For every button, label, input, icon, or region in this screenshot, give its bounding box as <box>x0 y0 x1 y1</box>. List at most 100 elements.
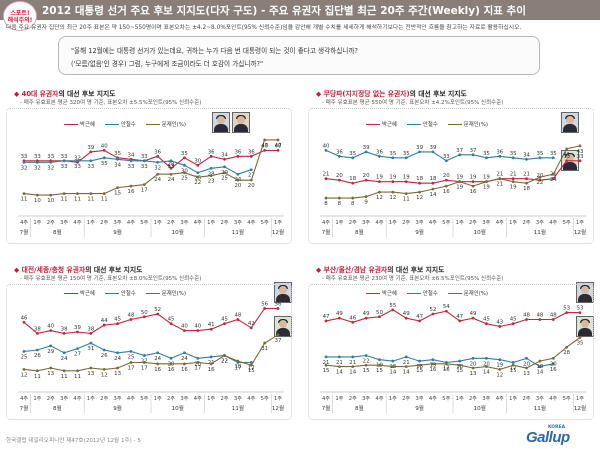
chart-legend: 박근혜 안철수 문재인(%) <box>64 120 196 128</box>
data-label-park: 45 <box>483 317 490 323</box>
x-tick-label: 3주 <box>60 219 68 226</box>
data-label-moon: 14 <box>483 370 490 376</box>
data-point-ahn <box>431 150 435 154</box>
data-point-ahn <box>551 156 555 160</box>
data-point-park <box>551 318 555 321</box>
data-label-moon: 8 <box>351 201 355 207</box>
x-tick-label: 3주 <box>416 395 424 402</box>
data-label-ahn: 32 <box>21 165 28 171</box>
data-label-ahn: 26 <box>34 353 41 359</box>
data-label-park: 38 <box>34 326 41 332</box>
data-label-moon: 22 <box>221 359 228 365</box>
data-point-park <box>89 150 93 154</box>
data-point-moon <box>498 177 502 181</box>
data-point-park <box>223 322 226 326</box>
series-line-ahn <box>326 354 554 368</box>
data-point-park <box>378 315 381 319</box>
data-point-ahn <box>324 148 328 152</box>
data-label-moon: 11 <box>61 197 68 203</box>
data-point-park <box>511 177 515 181</box>
data-point-ahn <box>249 168 253 172</box>
data-point-park <box>129 318 133 321</box>
legend-swatch <box>64 124 78 125</box>
data-label-park: 40 <box>47 324 54 330</box>
data-point-park <box>538 318 542 321</box>
data-label-moon: 24 <box>168 177 175 183</box>
data-point-park <box>471 316 475 320</box>
x-tick-label: 2주 <box>100 395 108 402</box>
x-month-label: 8월 <box>355 404 364 412</box>
data-label-park: 39 <box>74 325 81 331</box>
chart-subtitle: - 매주 유효표본 평균 550여 명 기준, 표본오차 ±4.2%포인트(95… <box>322 100 504 106</box>
x-tick-label: 3주 <box>536 395 544 402</box>
data-point-moon <box>116 366 119 370</box>
data-label-moon: 11 <box>61 374 68 380</box>
data-label-park: 19 <box>403 175 410 181</box>
intro-line-1: 다음 주요 유권자 집단의 최근 20주 표본은 약 150~550명이며 표본… <box>6 25 522 31</box>
candidate-photo <box>561 112 579 133</box>
data-label-ahn: 24 <box>181 356 188 362</box>
data-point-moon <box>102 367 106 371</box>
data-label-park: 33 <box>563 154 570 160</box>
chart-title: ◆ 40대 유권자의 대선 후보 지지도 <box>14 88 116 98</box>
x-tick-label: 1주 <box>456 395 464 402</box>
data-label-moon: 13 <box>114 371 121 377</box>
x-month-label: 12월 <box>574 404 586 412</box>
data-label-ahn: 33 <box>74 164 81 170</box>
data-label-moon: 14 <box>403 370 410 376</box>
x-tick-label: 1주 <box>389 219 397 226</box>
data-point-ahn <box>404 156 408 160</box>
data-point-moon <box>324 363 328 367</box>
data-point-moon <box>169 362 173 366</box>
data-label-park: 49 <box>363 311 370 317</box>
x-month-label: 8월 <box>53 228 62 236</box>
data-label-ahn: 36 <box>336 149 343 155</box>
chart-panel-4: ◆ 부산/울산/경남 유권자의 대선 후보 지지도 - 매주 유효표본 평균 23… <box>306 262 596 422</box>
data-point-park <box>169 322 173 326</box>
series-line-moon <box>23 334 279 372</box>
data-point-park <box>378 180 381 184</box>
data-label-park: 40 <box>275 143 282 149</box>
legend-item-moon: 문재인(%) <box>145 291 186 297</box>
data-label-park: 46 <box>349 315 356 321</box>
data-label-ahn: 27 <box>248 173 255 179</box>
chart-legend: 박근혜 안철수 문재인(%) <box>366 289 498 297</box>
data-label-park: 45 <box>114 317 121 323</box>
data-label-ahn: 34 <box>523 152 530 158</box>
data-point-ahn <box>404 355 408 359</box>
data-label-moon: 41 <box>563 152 570 158</box>
chart-title-highlight: 부산/울산/경남 유권자 <box>323 266 388 274</box>
data-point-moon <box>76 369 79 373</box>
data-point-ahn <box>444 159 448 163</box>
x-tick-label: 4주 <box>194 219 202 226</box>
data-label-moon: 31 <box>261 346 268 352</box>
legend-item-park: 박근혜 <box>64 291 95 297</box>
x-tick-label: 4주 <box>375 219 383 226</box>
x-tick-label: 4주 <box>549 219 557 226</box>
data-point-park <box>263 148 267 152</box>
data-point-ahn <box>142 159 146 163</box>
x-tick-label: 4주 <box>73 395 81 402</box>
data-label-ahn: 35 <box>483 151 490 157</box>
data-point-ahn <box>418 150 421 154</box>
data-point-park <box>223 157 226 161</box>
data-label-park: 49 <box>403 311 410 317</box>
data-point-ahn <box>391 156 395 160</box>
data-label-park: 45 <box>221 317 228 323</box>
data-label-moon: 16 <box>181 367 188 373</box>
x-tick-label: 4주 <box>375 395 383 402</box>
legend-label-park: 박근혜 <box>382 291 397 297</box>
data-point-moon <box>378 363 381 367</box>
x-tick-label: 4주 <box>496 395 504 402</box>
data-label-park: 38 <box>87 326 94 332</box>
data-label-ahn: 32 <box>154 165 161 171</box>
data-label-park: 48 <box>536 313 543 319</box>
x-month-label: 9월 <box>415 404 424 412</box>
data-label-park: 56 <box>261 301 268 307</box>
data-label-ahn: 19 <box>496 363 503 369</box>
chart-title-rest: 의 대선 후보 지지도 <box>387 266 445 274</box>
data-label-moon: 18 <box>234 364 241 370</box>
data-point-park <box>62 331 66 335</box>
candidate-photo <box>274 282 292 303</box>
photo-face <box>217 116 225 124</box>
